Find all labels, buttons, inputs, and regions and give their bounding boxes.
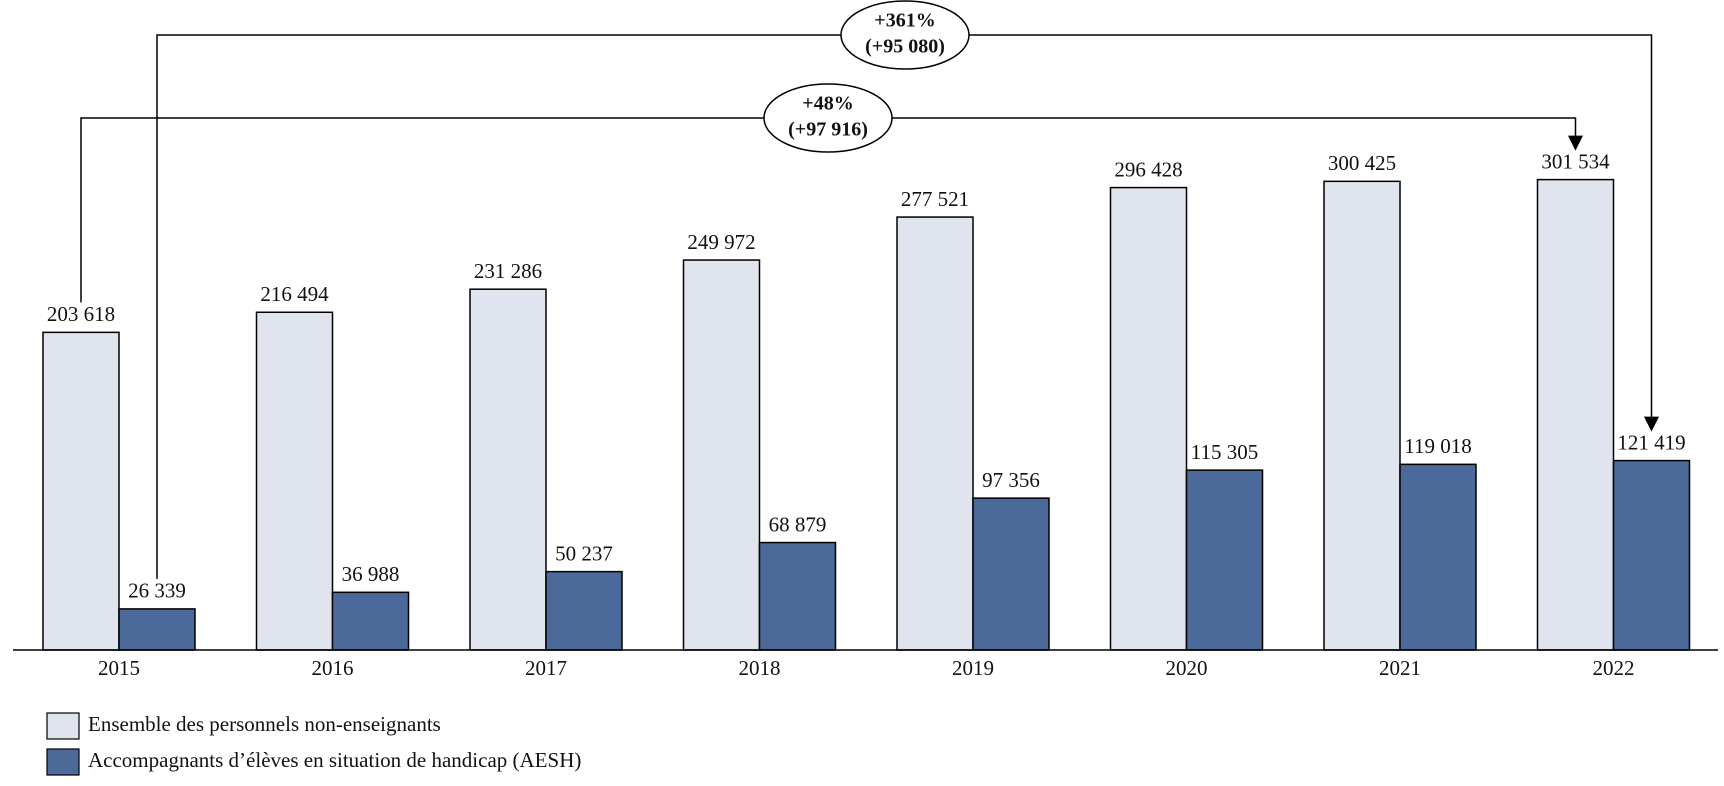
legend-label: Ensemble des personnels non-enseignants	[88, 712, 441, 736]
x-tick-label: 2017	[525, 656, 567, 680]
bar	[1323, 180, 1401, 651]
bar	[42, 331, 120, 651]
value-label: 26 339	[128, 579, 186, 603]
bar	[118, 608, 196, 651]
bar	[545, 570, 623, 651]
x-tick-label: 2020	[1166, 656, 1208, 680]
bar	[1109, 186, 1188, 651]
value-label: 216 494	[260, 282, 329, 306]
value-label: 121 419	[1617, 430, 1685, 454]
bar	[972, 497, 1050, 651]
x-tick-label: 2016	[312, 656, 354, 680]
annotation: (+97 916)	[788, 119, 868, 141]
value-label: 50 237	[555, 541, 613, 565]
x-tick-label: 2022	[1593, 656, 1635, 680]
bar	[758, 541, 837, 651]
value-label: 119 018	[1404, 434, 1471, 458]
legend-swatch	[46, 712, 80, 740]
x-tick-label: 2015	[98, 656, 140, 680]
bar	[1185, 469, 1264, 651]
bar	[1536, 178, 1615, 651]
x-tick-label: 2018	[739, 656, 781, 680]
annotation: (+95 080)	[865, 36, 945, 58]
value-label: 277 521	[901, 187, 969, 211]
value-label: 36 988	[342, 562, 400, 586]
value-label: 68 879	[769, 512, 827, 536]
annotation-bubble	[763, 83, 893, 153]
legend-label: Accompagnants d’élèves en situation de h…	[88, 748, 581, 772]
annotation-bubble	[840, 0, 970, 70]
x-tick-label: 2021	[1379, 656, 1421, 680]
bar	[682, 259, 761, 651]
bar	[896, 216, 974, 651]
annotation: +48%	[802, 93, 853, 115]
value-label: 231 286	[474, 259, 542, 283]
annotation: +361%	[874, 10, 935, 32]
x-tick-label: 2019	[952, 656, 994, 680]
bar	[1612, 459, 1691, 651]
value-label: 203 618	[47, 302, 115, 326]
value-label: 115 305	[1191, 440, 1258, 464]
bar	[255, 311, 334, 651]
legend-swatch	[46, 748, 80, 776]
value-label: 301 534	[1541, 149, 1610, 173]
value-label: 97 356	[982, 468, 1040, 492]
bar	[331, 591, 410, 651]
value-label: 249 972	[687, 230, 755, 254]
bar	[1399, 463, 1477, 651]
bar	[469, 288, 547, 651]
value-label: 300 425	[1328, 151, 1396, 175]
value-label: 296 428	[1114, 157, 1182, 181]
